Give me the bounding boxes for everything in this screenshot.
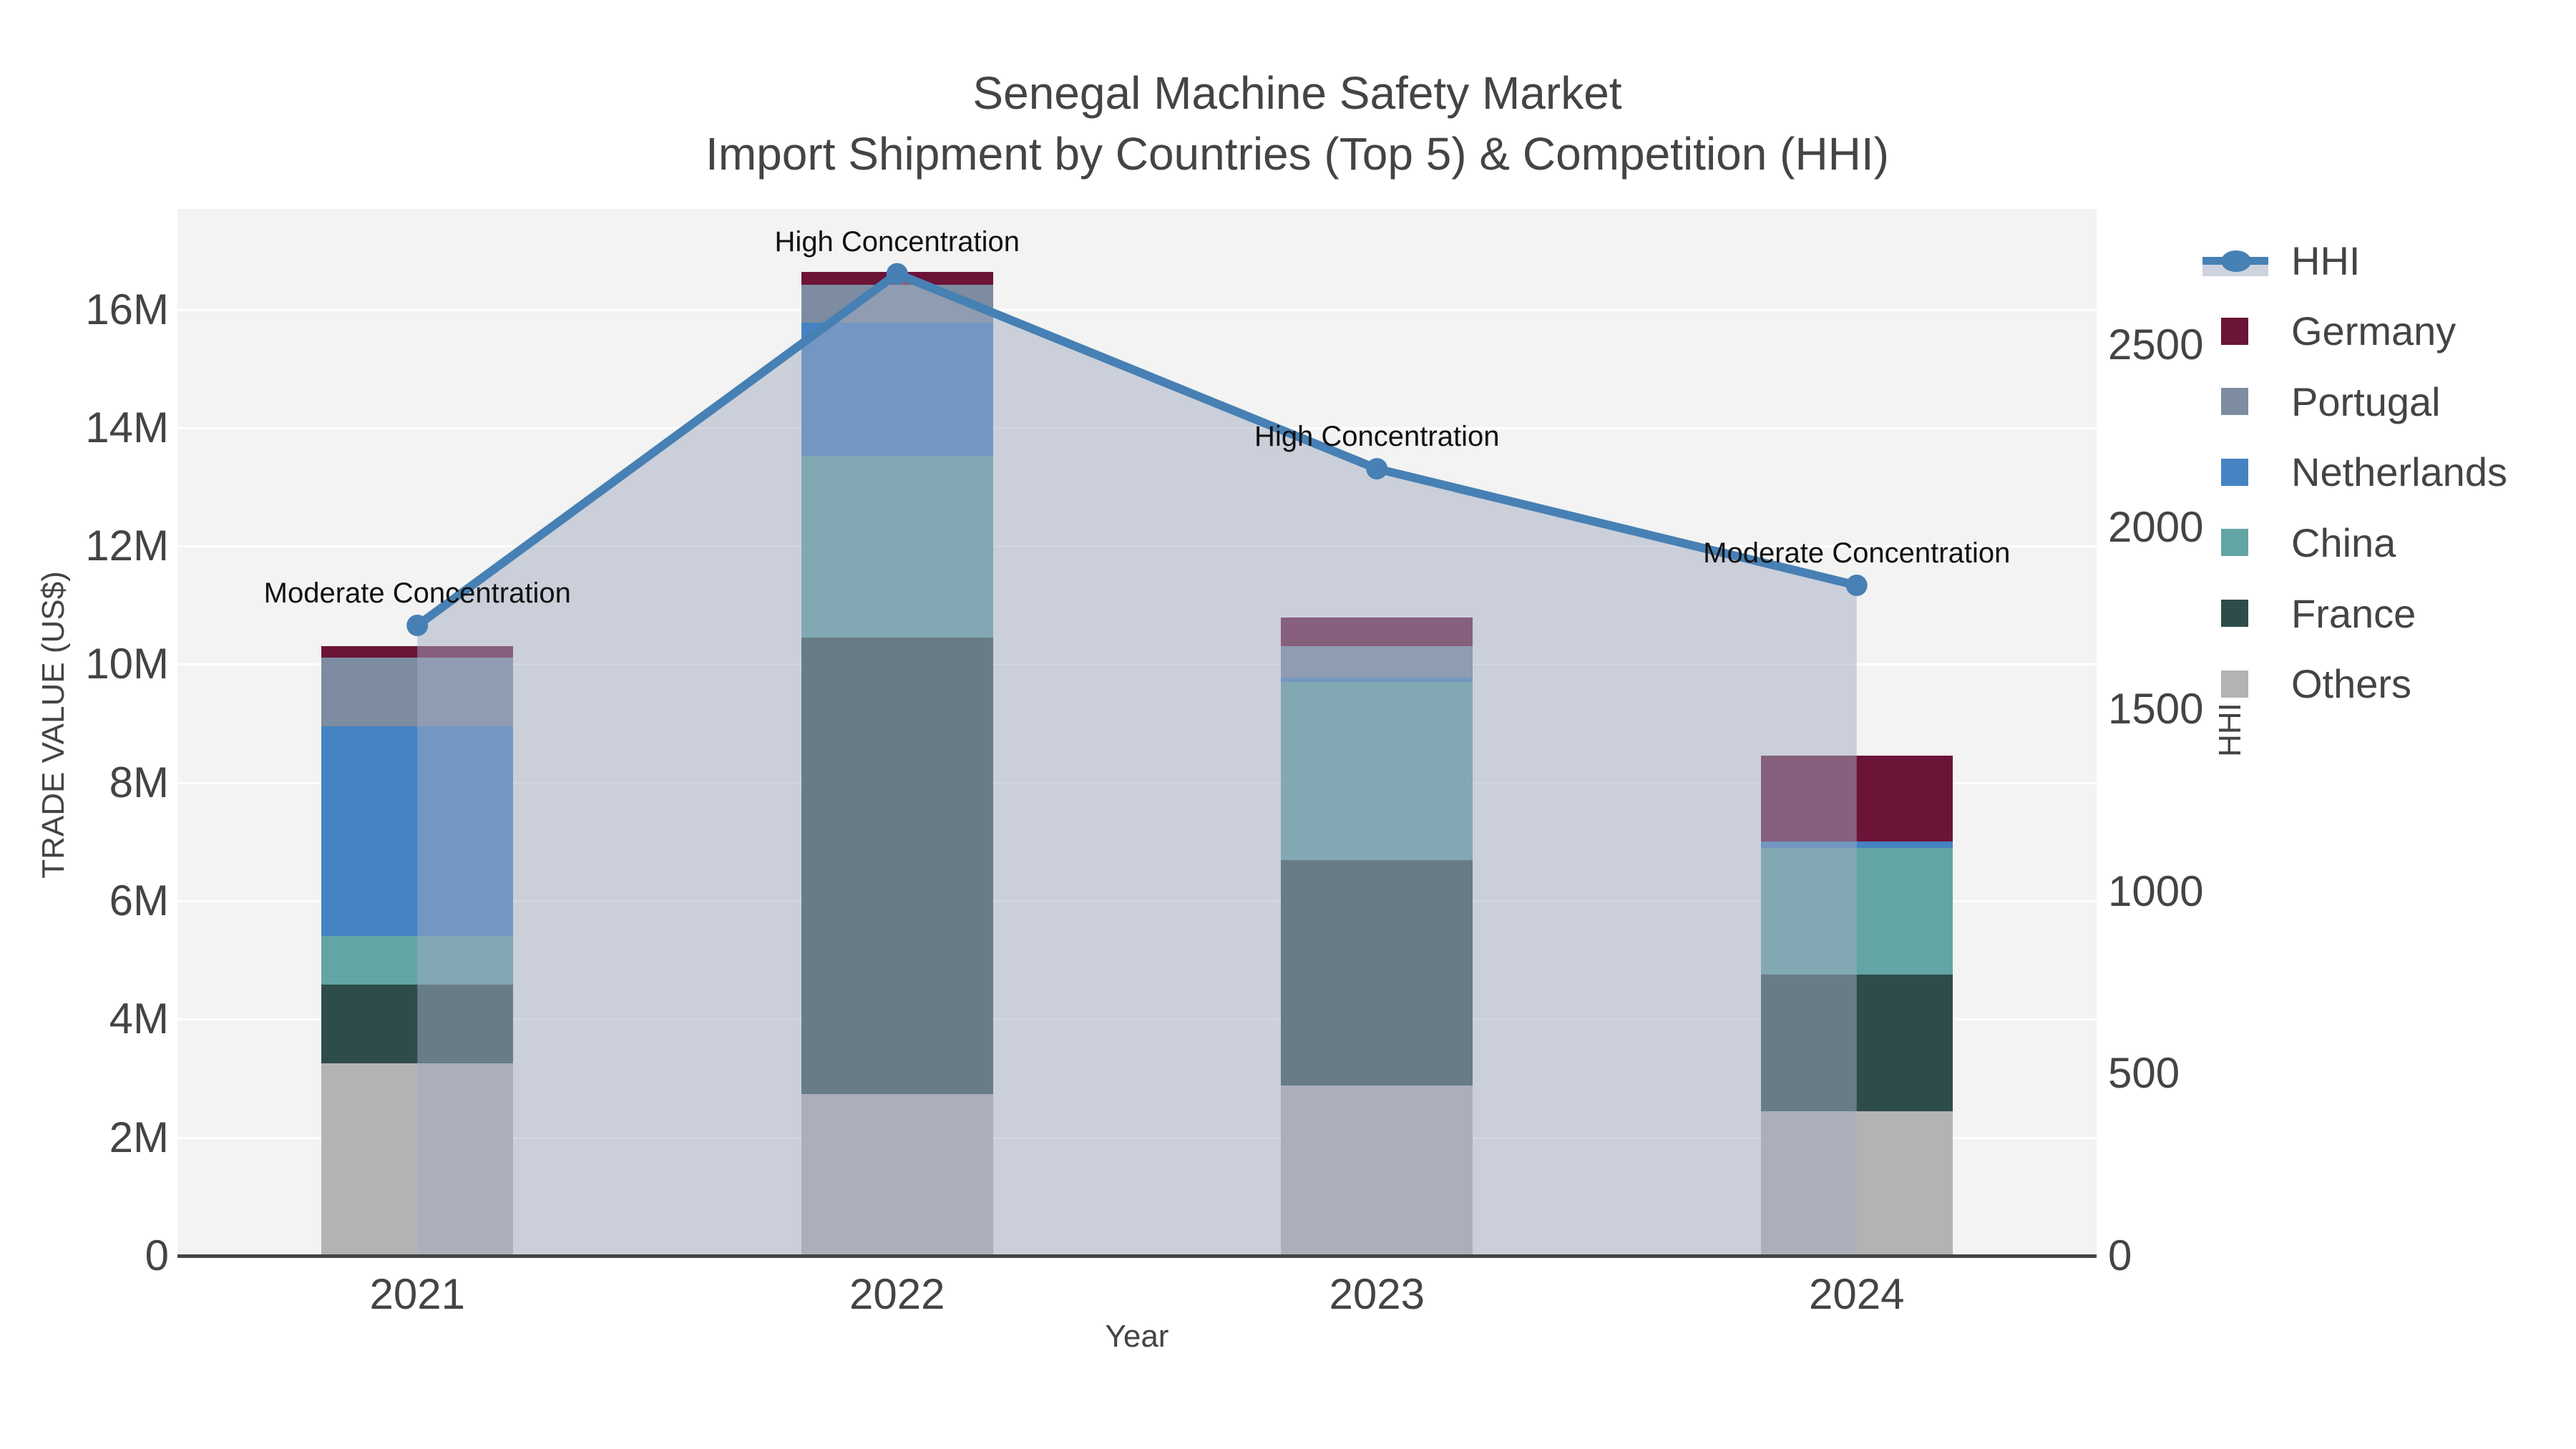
y-right-tick-2500: 2500 <box>2108 320 2204 369</box>
x-axis-title: Year <box>1105 1319 1169 1354</box>
legend-square <box>2221 670 2248 698</box>
gridline <box>177 308 2097 311</box>
legend-square <box>2221 388 2248 416</box>
legend-square <box>2221 317 2248 345</box>
legend-color-swatch <box>2202 654 2268 714</box>
x-axis-line <box>177 1254 2097 1258</box>
y-left-tick-10M: 10M <box>85 640 169 688</box>
y-left-tick-2M: 2M <box>109 1113 169 1161</box>
legend-square <box>2221 529 2248 557</box>
y-left-tick-8M: 8M <box>109 758 169 806</box>
legend-label: Portugal <box>2291 379 2441 424</box>
legend-label: China <box>2291 519 2396 565</box>
x-tick-2021[interactable]: 2021 <box>369 1270 465 1318</box>
y-left-tick-4M: 4M <box>109 995 169 1043</box>
x-tick-2022[interactable]: 2022 <box>849 1270 945 1318</box>
chart-subtitle: Import Shipment by Countries (Top 5) & C… <box>706 128 1889 180</box>
x-tick-2023[interactable]: 2023 <box>1329 1270 1425 1318</box>
y-left-tick-16M: 16M <box>85 285 169 333</box>
legend-square <box>2221 600 2248 627</box>
hhi-line[interactable] <box>414 268 1858 629</box>
legend-item-portugal[interactable]: Portugal <box>2202 371 2441 431</box>
legend-marker-dot <box>2221 250 2251 272</box>
plot-area[interactable]: Moderate Concentration High Concentration… <box>177 209 2097 1256</box>
legend-item-china[interactable]: China <box>2202 512 2396 572</box>
chart-title: Senegal Machine Safety Market <box>972 67 1622 119</box>
annotation-2023: High Concentration <box>1254 421 1500 453</box>
legend-color-swatch <box>2202 371 2268 431</box>
y-left-tick-6M: 6M <box>109 877 169 925</box>
legend-label: HHI <box>2291 238 2361 283</box>
hhi-marker-2021[interactable] <box>406 615 429 637</box>
y-left-tick-12M: 12M <box>85 522 169 570</box>
legend-color-swatch <box>2202 442 2268 502</box>
annotation-2022: High Concentration <box>774 225 1020 258</box>
legend-color-swatch <box>2202 512 2268 572</box>
legend-item-hhi[interactable]: HHI <box>2202 230 2360 291</box>
y-right-tick-1000: 1000 <box>2108 867 2204 915</box>
x-tick-2024[interactable]: 2024 <box>1809 1270 1905 1318</box>
hhi-area-fill <box>417 273 1857 1256</box>
legend-item-others[interactable]: Others <box>2202 654 2411 714</box>
legend-item-germany[interactable]: Germany <box>2202 301 2456 361</box>
y-left-tick-14M: 14M <box>85 403 169 452</box>
legend-label: Netherlands <box>2291 449 2507 495</box>
legend-color-swatch <box>2202 301 2268 361</box>
hhi-marker-2024[interactable] <box>1845 575 1868 597</box>
y-right-tick-500: 500 <box>2108 1049 2180 1098</box>
y-right-tick-2000: 2000 <box>2108 502 2204 551</box>
legend-item-netherlands[interactable]: Netherlands <box>2202 442 2507 502</box>
hhi-marker-2022[interactable] <box>886 263 908 285</box>
legend-label: France <box>2291 590 2416 636</box>
legend-square <box>2221 458 2248 486</box>
legend-item-france[interactable]: France <box>2202 583 2416 643</box>
y-right-tick-0: 0 <box>2108 1231 2132 1279</box>
legend-line-swatch <box>2202 230 2268 291</box>
annotation-2021: Moderate Concentration <box>263 577 571 610</box>
legend-color-swatch <box>2202 583 2268 643</box>
hhi-overlay <box>406 263 1868 1256</box>
hhi-marker-2023[interactable] <box>1366 458 1388 480</box>
y-right-tick-1500: 1500 <box>2108 685 2204 733</box>
legend-label: Others <box>2291 661 2412 707</box>
y-left-tick-0: 0 <box>145 1231 169 1279</box>
annotation-2024: Moderate Concentration <box>1703 537 2011 570</box>
legend-label: Germany <box>2291 308 2457 354</box>
